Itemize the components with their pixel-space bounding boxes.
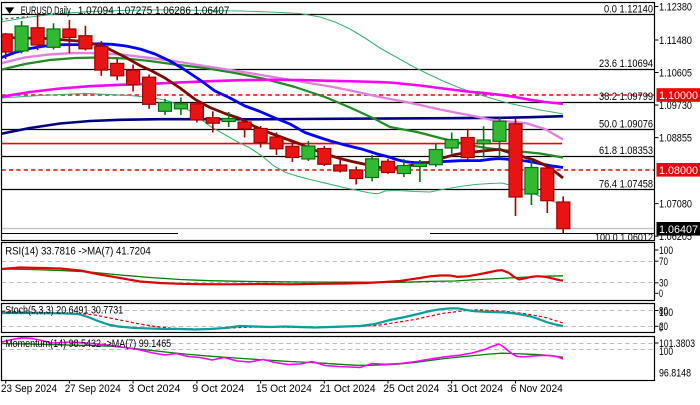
svg-text:100: 100 [659, 346, 673, 358]
svg-text:0: 0 [659, 288, 663, 300]
svg-text:1.06407: 1.06407 [659, 224, 698, 236]
svg-text:21 Oct 2024: 21 Oct 2024 [320, 383, 376, 395]
svg-text:1.08855: 1.08855 [659, 133, 692, 145]
svg-text:38.2 1.09799: 38.2 1.09799 [599, 91, 653, 103]
svg-text:1.11480: 1.11480 [659, 35, 692, 47]
svg-text:23.6 1.10694: 23.6 1.10694 [599, 58, 653, 70]
svg-text:1.08000: 1.08000 [659, 165, 698, 177]
svg-text:1.07080: 1.07080 [659, 199, 692, 211]
svg-text:50.0 1.09076: 50.0 1.09076 [599, 118, 653, 130]
svg-text:1.07094 1.07275 1.06286 1.0640: 1.07094 1.07275 1.06286 1.06407 [78, 5, 230, 17]
svg-text:61.8 1.08353: 61.8 1.08353 [599, 145, 653, 157]
svg-text:RSI(14) 33.7816 ->MA(7) 41.72: RSI(14) 33.7816 ->MA(7) 41.7204 [5, 246, 151, 258]
svg-text:0: 0 [659, 323, 663, 335]
svg-text:100: 100 [659, 245, 673, 257]
svg-text:31 Oct 2024: 31 Oct 2024 [447, 383, 503, 395]
svg-text:96.8148: 96.8148 [659, 367, 691, 379]
svg-text:25 Oct 2024: 25 Oct 2024 [383, 383, 439, 395]
svg-text:76.4 1.07458: 76.4 1.07458 [599, 179, 653, 191]
svg-text:1.10605: 1.10605 [659, 67, 692, 79]
svg-text:15 Oct 2024: 15 Oct 2024 [256, 383, 312, 395]
svg-text:Momentum(14) 98.5432 ->MA(7): Momentum(14) 98.5432 ->MA(7) 99.1465 [5, 338, 171, 350]
svg-text:1.10000: 1.10000 [659, 90, 698, 102]
svg-text:27 Sep 2024: 27 Sep 2024 [65, 383, 121, 395]
svg-text:80: 80 [659, 305, 668, 317]
svg-text:3 Oct 2024: 3 Oct 2024 [128, 383, 180, 395]
svg-text:EURUSD,Daily: EURUSD,Daily [21, 5, 71, 17]
svg-text:Stoch(5,3,3) 20.6491 30.7731: Stoch(5,3,3) 20.6491 30.7731 [5, 305, 123, 317]
svg-text:70: 70 [659, 256, 668, 268]
svg-text:23 Sep 2024: 23 Sep 2024 [1, 383, 57, 395]
svg-text:9 Oct 2024: 9 Oct 2024 [192, 383, 244, 395]
svg-text:1.12380: 1.12380 [659, 1, 692, 13]
svg-text:6 Nov 2024: 6 Nov 2024 [511, 383, 563, 395]
svg-text:0.0 1.12140: 0.0 1.12140 [604, 3, 653, 15]
